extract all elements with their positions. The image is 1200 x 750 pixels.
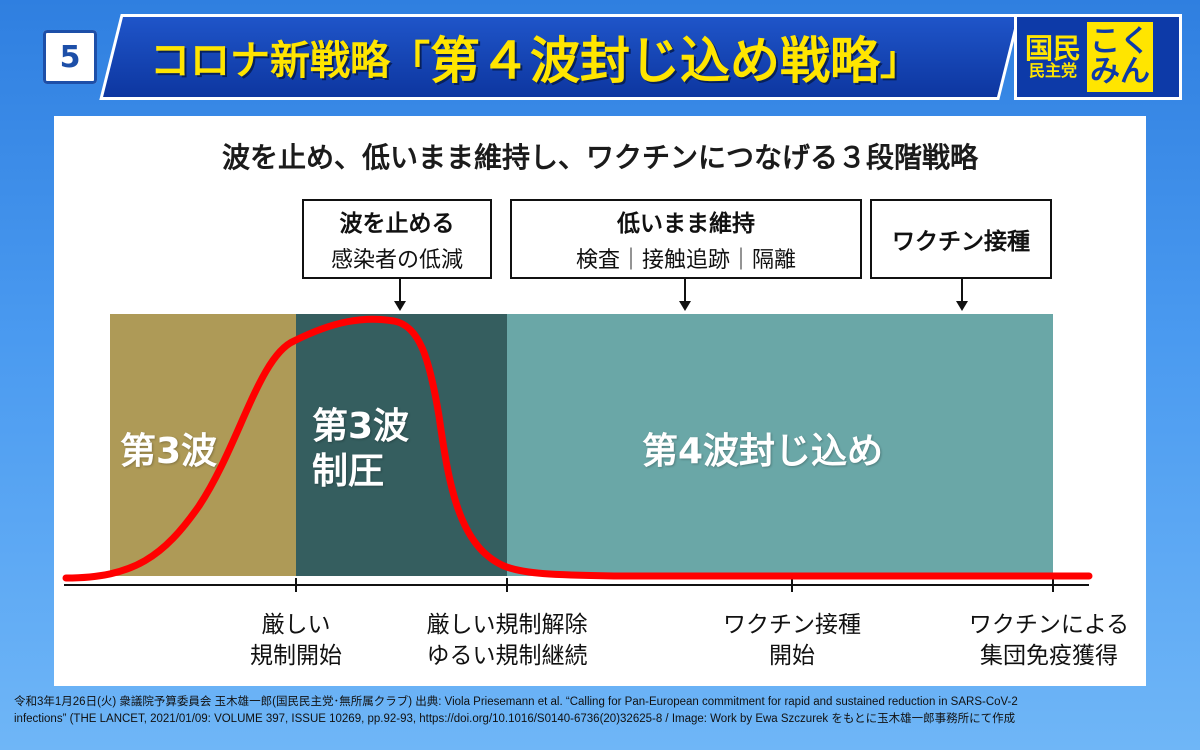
axis-label-strict-start: 厳しい 規制開始 [250, 610, 342, 672]
strategy-box-keep-low: 低いまま維持 検査｜接触追跡｜隔離 [510, 199, 862, 279]
page-title: コロナ新戦略「 第４波封じ込め戦略」 [150, 22, 1000, 92]
phase-label: 第3波 [120, 431, 218, 472]
axis-label-herd-immunity: ワクチンによる 集団免疫獲得 [969, 610, 1129, 672]
phase-label: 第4波封じ込め [642, 431, 884, 472]
arrow-down-icon [394, 279, 406, 313]
phase-label-line1: 第3波 [312, 406, 410, 447]
title-suffix: 」 [880, 38, 920, 84]
axis-label-line1: 厳しい規制解除 [426, 612, 588, 638]
axis-label-line2: 開始 [769, 643, 815, 670]
phase-label-line2: 制圧 [312, 451, 385, 492]
footer-line1: 令和3年1月26日(火) 衆議院予算委員会 玉木雄一郎(国民民主党･無所属クラブ… [14, 696, 1018, 708]
arrow-down-icon [956, 279, 968, 313]
strategy-box-vaccination: ワクチン接種 [870, 199, 1052, 279]
diagram-panel: 波を止め、低いまま維持し、ワクチンにつなげる３段階戦略 波を止める 感染者の低減… [54, 116, 1146, 686]
strategy-box-stop-wave: 波を止める 感染者の低減 [302, 199, 492, 279]
strategy-heading: ワクチン接種 [892, 229, 1030, 255]
title-prefix: コロナ新戦略「 [150, 38, 430, 84]
epidemic-curve-plot [62, 315, 1093, 592]
arrow-down-icon [679, 279, 691, 313]
case-curve [62, 315, 1093, 582]
phase-label: 第3波 制圧 [312, 404, 409, 494]
axis-label-vaccination-start: ワクチン接種 開始 [723, 610, 861, 672]
page-number-badge: 5 [43, 30, 97, 84]
logo-right-line1: こく [1090, 24, 1151, 59]
logo-left-line1: 国民 [1025, 31, 1082, 65]
logo-left: 国民 民主党 [1025, 34, 1081, 80]
title-main: 第４波封じ込め戦略 [430, 32, 880, 90]
axis-label-lift-restrictions: 厳しい規制解除 ゆるい規制継続 [427, 610, 588, 672]
axis-label-line1: ワクチン接種 [723, 612, 861, 638]
strategy-sub: 検査｜接触追跡｜隔離 [575, 248, 796, 273]
strategy-heading: 低いまま維持 [617, 211, 755, 237]
axis-label-line2: 規制開始 [250, 643, 342, 670]
axis-label-line2: ゆるい規制継続 [426, 643, 588, 670]
axis-label-line2: 集団免疫獲得 [980, 643, 1118, 670]
source-footer: 令和3年1月26日(火) 衆議院予算委員会 玉木雄一郎(国民民主党･無所属クラブ… [14, 694, 1186, 727]
logo-right-line2: みん [1090, 54, 1151, 89]
strategy-sub: 感染者の低減 [330, 248, 463, 273]
axis-label-line1: 厳しい [261, 612, 331, 638]
strategy-heading: 波を止める [339, 211, 455, 237]
footer-line2: infections” (THE LANCET, 2021/01/09: VOL… [14, 712, 1016, 725]
phase-third-wave [110, 314, 296, 576]
logo-left-line2: 民主党 [1029, 61, 1078, 81]
logo-right: こく みん [1087, 22, 1154, 92]
diagram-subtitle: 波を止め、低いまま維持し、ワクチンにつなげる３段階戦略 [221, 141, 978, 174]
party-logo: 国民 民主党 こく みん [1014, 14, 1182, 100]
axis-label-line1: ワクチンによる [968, 612, 1130, 638]
phase-fourth-wave-containment [507, 314, 1053, 576]
